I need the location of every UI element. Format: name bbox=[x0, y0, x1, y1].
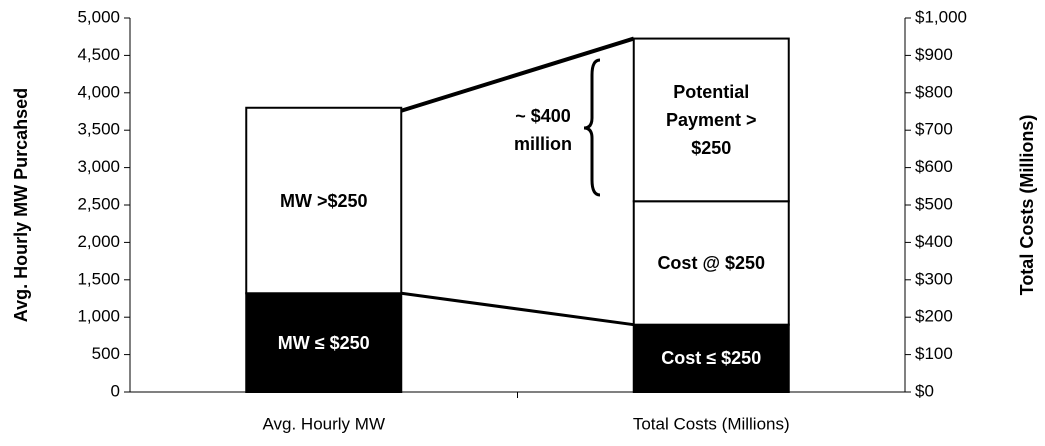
bar-segment bbox=[632, 200, 790, 326]
y-tick-label: 4,500 bbox=[77, 45, 120, 64]
y-tick-label: 4,000 bbox=[77, 82, 120, 101]
y-tick-label: 2,000 bbox=[77, 232, 120, 251]
y2-tick-label: $900 bbox=[915, 45, 953, 64]
bar-segment bbox=[632, 323, 790, 393]
y2-tick-label: $0 bbox=[915, 381, 934, 400]
annotation: ~ $400 million bbox=[514, 106, 572, 154]
y-tick-label: 500 bbox=[92, 344, 120, 363]
y2-tick-label: $500 bbox=[915, 194, 953, 213]
segment-label: MW >$250 bbox=[279, 190, 368, 211]
segment-label: Cost ≤ $250 bbox=[661, 348, 762, 369]
y2-tick-label: $200 bbox=[915, 307, 953, 326]
y-tick-label: 1,000 bbox=[77, 307, 120, 326]
y2-tick-label: $600 bbox=[915, 157, 953, 176]
segment-label: MW ≤ $250 bbox=[277, 332, 370, 353]
y-tick-label: 2,500 bbox=[77, 194, 120, 213]
brace bbox=[583, 58, 601, 197]
connector bbox=[401, 291, 634, 327]
y-tick-label: 0 bbox=[111, 381, 120, 400]
y2-tick-label: $700 bbox=[915, 120, 953, 139]
bar-segment bbox=[632, 37, 790, 203]
bar-segment bbox=[245, 106, 403, 295]
segment-label: Potential Payment > $250 bbox=[665, 81, 757, 158]
connector bbox=[400, 36, 635, 113]
bar-segment bbox=[245, 292, 403, 394]
y2-tick-label: $800 bbox=[915, 82, 953, 101]
y2-tick-label: $1,000 bbox=[915, 7, 967, 26]
y-tick-label: 3,500 bbox=[77, 120, 120, 139]
y2-tick-label: $400 bbox=[915, 232, 953, 251]
y-axis-title: Avg. Hourly MW Purcahsed bbox=[11, 88, 31, 322]
y2-tick-label: $100 bbox=[915, 344, 953, 363]
y-tick-label: 5,000 bbox=[77, 7, 120, 26]
y-tick-label: 3,000 bbox=[77, 157, 120, 176]
x-tick-label: Total Costs (Millions) bbox=[633, 414, 790, 433]
segment-label: Cost @ $250 bbox=[657, 252, 766, 273]
y-tick-label: 1,500 bbox=[77, 269, 120, 288]
y2-axis-title: Total Costs (Millions) bbox=[1017, 115, 1037, 296]
x-tick-label: Avg. Hourly MW bbox=[263, 414, 386, 433]
y2-tick-label: $300 bbox=[915, 269, 953, 288]
